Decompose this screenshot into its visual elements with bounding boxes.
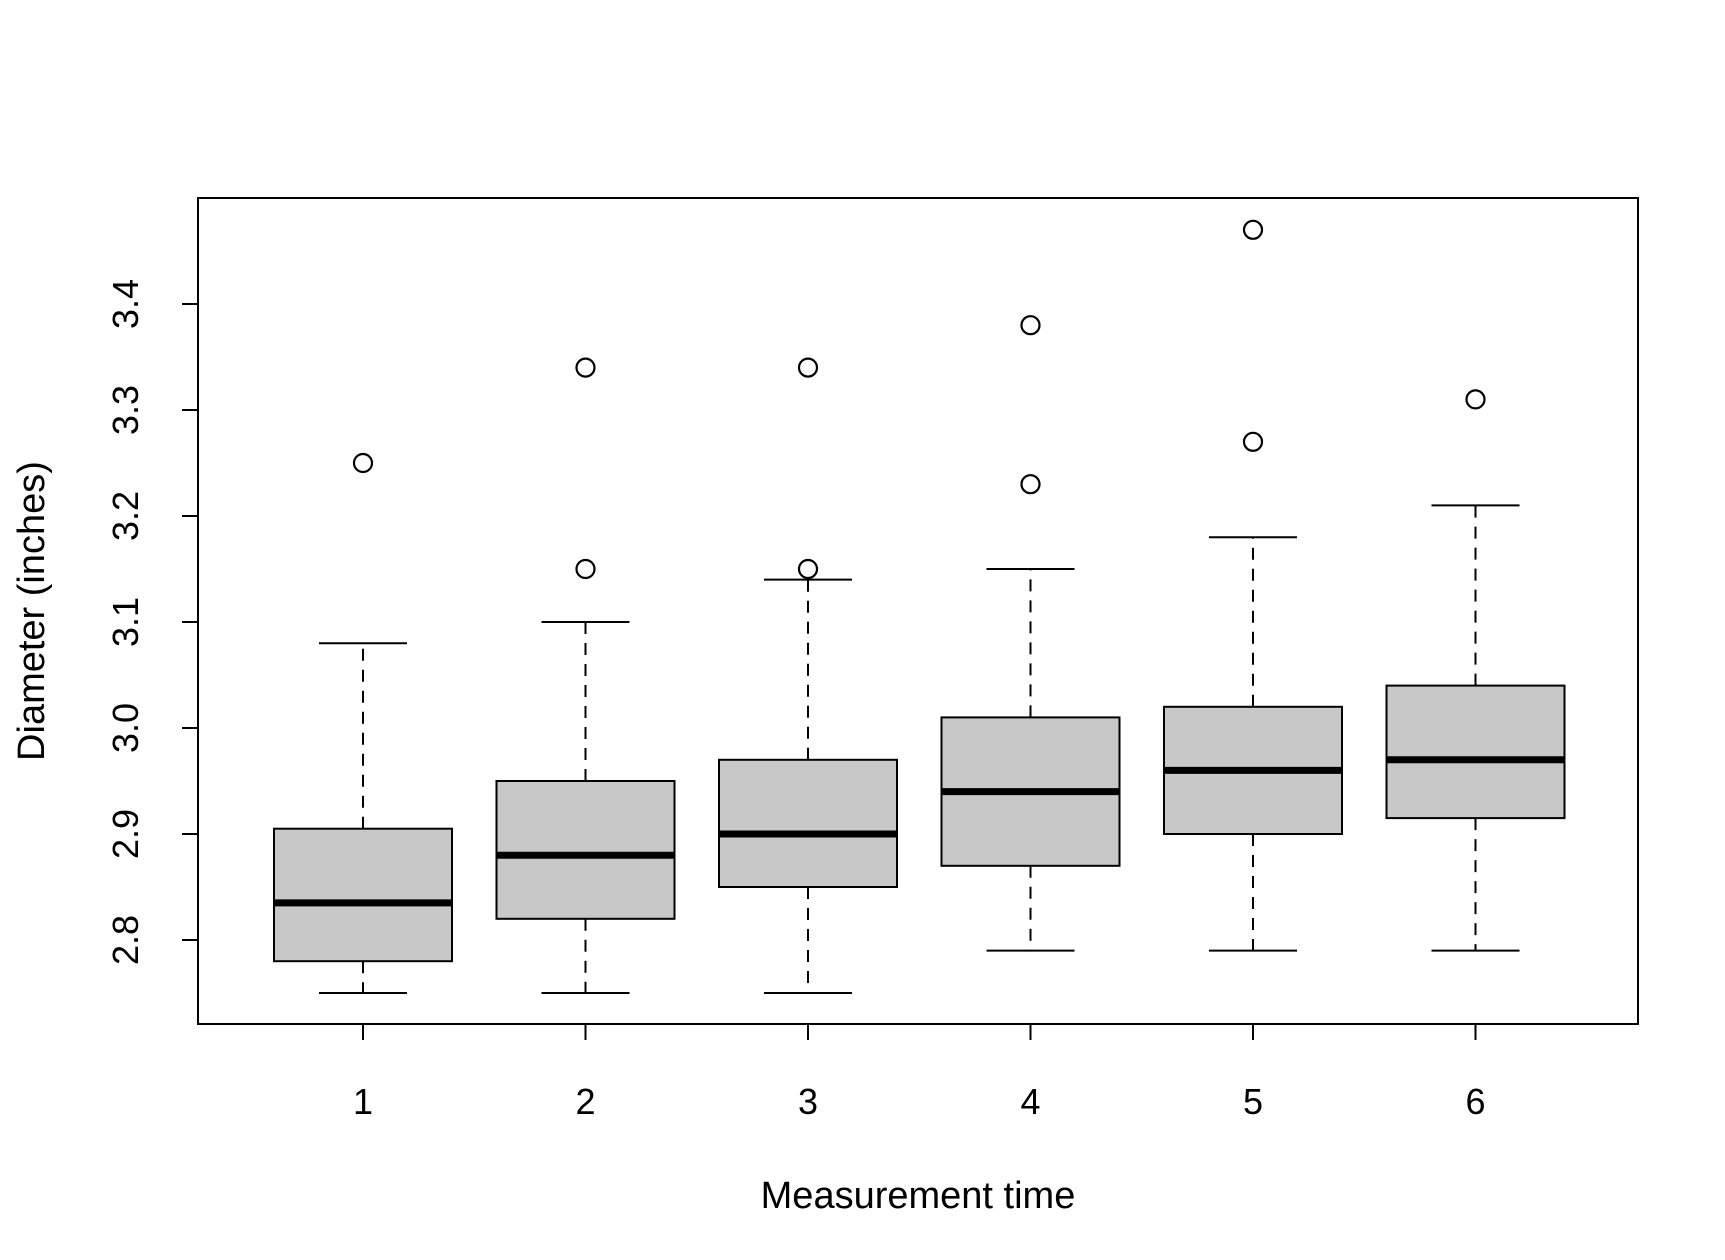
x-tick-label: 5 xyxy=(1243,1081,1263,1122)
iqr-box xyxy=(273,827,453,963)
outlier-point xyxy=(797,558,819,580)
box-group-6 xyxy=(1385,389,1566,952)
iqr-box xyxy=(1385,684,1566,820)
box-group-1 xyxy=(273,452,453,994)
box-group-5 xyxy=(1163,219,1343,952)
x-tick-label: 6 xyxy=(1465,1081,1485,1122)
x-tick-label: 1 xyxy=(353,1081,373,1122)
y-tick-label: 3.1 xyxy=(105,597,146,647)
x-tick-label: 3 xyxy=(798,1081,818,1122)
box-group-3 xyxy=(718,357,898,994)
x-tick-label: 4 xyxy=(1020,1081,1040,1122)
iqr-box xyxy=(495,780,676,920)
y-tick-label: 2.9 xyxy=(105,809,146,859)
box-group-2 xyxy=(495,357,676,994)
y-axis-label: Diameter (inches) xyxy=(11,461,53,761)
outlier-point xyxy=(1465,389,1486,410)
outlier-point xyxy=(1020,474,1041,495)
y-tick-label: 2.8 xyxy=(105,915,146,965)
outlier-point xyxy=(1242,219,1264,240)
x-tick-label: 2 xyxy=(575,1081,595,1122)
plot-frame xyxy=(197,197,1639,1025)
y-tick-label: 3.3 xyxy=(105,385,146,435)
outlier-point xyxy=(1242,431,1264,452)
outlier-point xyxy=(575,357,596,378)
iqr-box xyxy=(718,758,898,888)
outlier-point xyxy=(575,558,596,580)
y-tick-label: 3.4 xyxy=(105,279,146,329)
box-group-4 xyxy=(940,315,1121,952)
boxes-layer xyxy=(273,219,1566,994)
x-axis-label: Measurement time xyxy=(761,1175,1076,1217)
x-axis: 1 2 3 4 5 6 xyxy=(353,1024,1486,1122)
outlier-point xyxy=(352,452,374,474)
y-axis: 2.8 2.9 3.0 3.1 3.2 3.3 3.4 xyxy=(105,279,198,965)
outlier-point xyxy=(797,357,819,378)
y-tick-label: 3.0 xyxy=(105,703,146,753)
y-tick-label: 3.2 xyxy=(105,491,146,541)
outlier-point xyxy=(1020,315,1041,336)
